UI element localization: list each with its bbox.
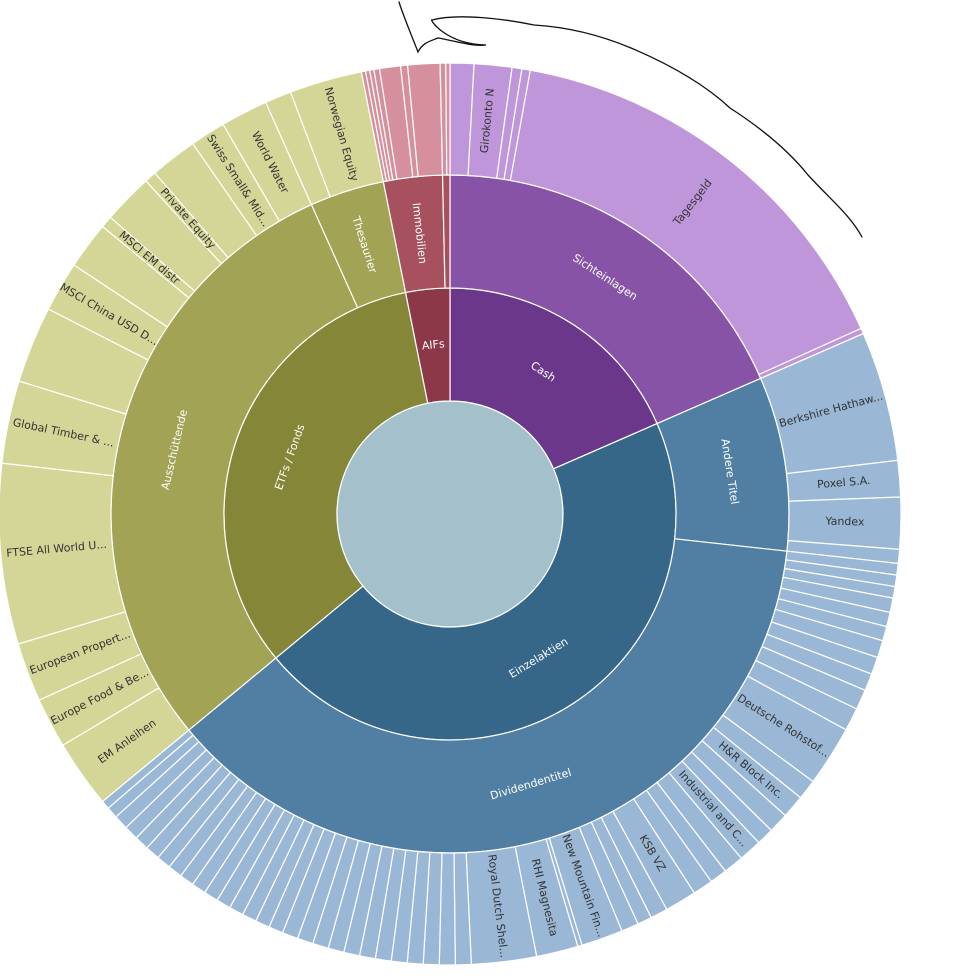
hand-drawn-annotation-line <box>398 1 863 238</box>
label-aifs: AIFs <box>421 337 445 352</box>
label-yandex: Yandex <box>824 515 865 529</box>
sunburst-rings <box>0 62 902 966</box>
sunburst-center <box>336 400 564 628</box>
label-girokonto-n: Girokonto N <box>478 88 497 154</box>
segment-level3[interactable] <box>445 62 451 176</box>
label-poxel-s-a: Poxel S.A. <box>817 474 871 491</box>
